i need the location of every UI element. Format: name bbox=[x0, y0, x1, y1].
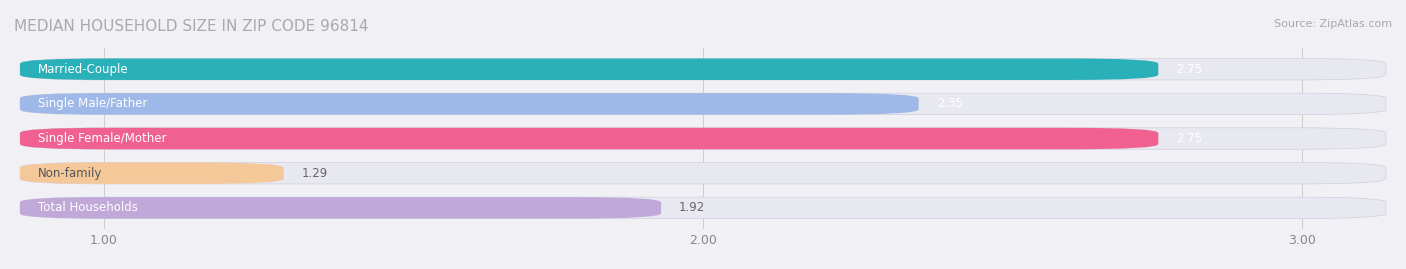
FancyBboxPatch shape bbox=[20, 162, 284, 184]
Text: 2.75: 2.75 bbox=[1177, 132, 1202, 145]
Text: Single Female/Mother: Single Female/Mother bbox=[38, 132, 166, 145]
FancyBboxPatch shape bbox=[20, 93, 1386, 115]
Text: 1.92: 1.92 bbox=[679, 201, 706, 214]
FancyBboxPatch shape bbox=[20, 128, 1159, 149]
Text: Single Male/Father: Single Male/Father bbox=[38, 97, 148, 110]
Text: 1.29: 1.29 bbox=[302, 167, 328, 180]
Text: Married-Couple: Married-Couple bbox=[38, 63, 128, 76]
FancyBboxPatch shape bbox=[20, 128, 1386, 149]
Text: Total Households: Total Households bbox=[38, 201, 138, 214]
FancyBboxPatch shape bbox=[20, 197, 1386, 219]
Text: Non-family: Non-family bbox=[38, 167, 103, 180]
Text: 2.35: 2.35 bbox=[936, 97, 963, 110]
Text: MEDIAN HOUSEHOLD SIZE IN ZIP CODE 96814: MEDIAN HOUSEHOLD SIZE IN ZIP CODE 96814 bbox=[14, 19, 368, 34]
FancyBboxPatch shape bbox=[20, 58, 1159, 80]
Text: 2.75: 2.75 bbox=[1177, 63, 1202, 76]
FancyBboxPatch shape bbox=[20, 162, 1386, 184]
Text: Source: ZipAtlas.com: Source: ZipAtlas.com bbox=[1274, 19, 1392, 29]
FancyBboxPatch shape bbox=[20, 197, 661, 219]
FancyBboxPatch shape bbox=[20, 93, 918, 115]
FancyBboxPatch shape bbox=[20, 58, 1386, 80]
